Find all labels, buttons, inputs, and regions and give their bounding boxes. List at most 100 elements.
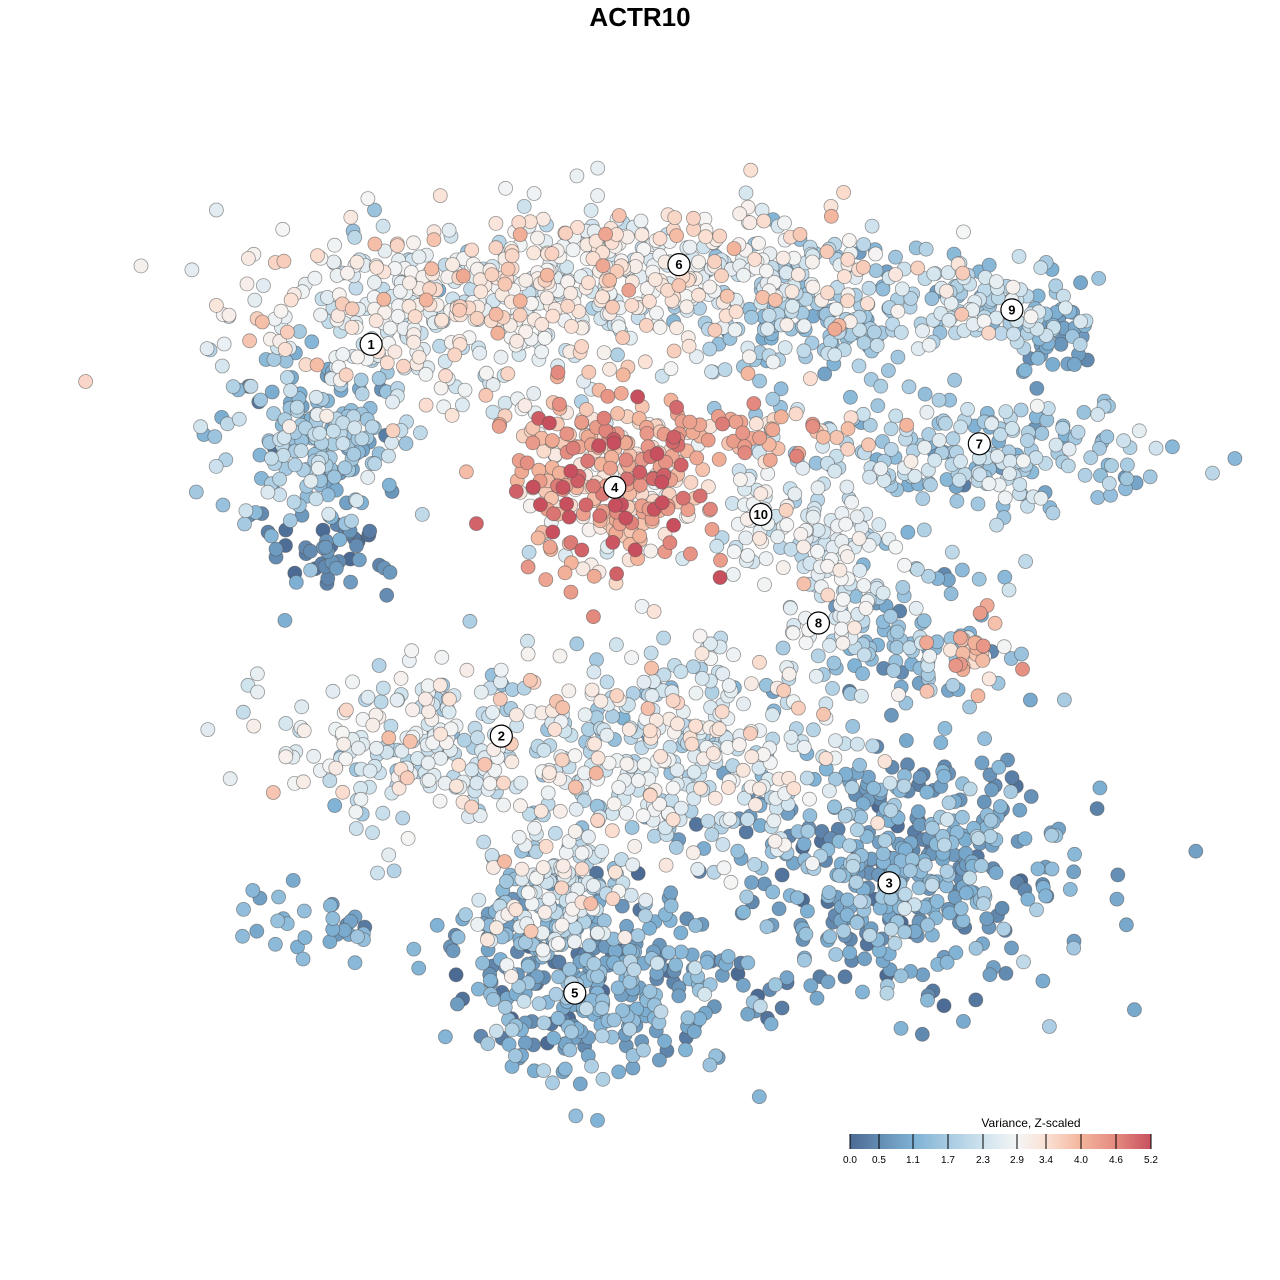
data-point bbox=[1003, 784, 1019, 800]
data-point bbox=[389, 692, 405, 708]
data-point bbox=[809, 990, 825, 1006]
data-point bbox=[728, 304, 744, 320]
data-point bbox=[497, 395, 513, 411]
data-point bbox=[1188, 843, 1204, 859]
data-point bbox=[564, 318, 579, 334]
data-point bbox=[851, 531, 867, 546]
data-point bbox=[805, 279, 821, 295]
data-point bbox=[406, 941, 422, 957]
data-point bbox=[960, 401, 975, 417]
data-point bbox=[899, 733, 914, 748]
data-point bbox=[266, 406, 282, 421]
data-point bbox=[381, 448, 396, 464]
data-point bbox=[759, 919, 775, 935]
data-point bbox=[895, 580, 911, 595]
data-point bbox=[649, 446, 665, 462]
data-point bbox=[595, 1071, 611, 1087]
data-point bbox=[214, 358, 230, 374]
data-point bbox=[346, 446, 362, 462]
data-point bbox=[798, 635, 814, 651]
data-point bbox=[520, 646, 536, 662]
data-point bbox=[663, 885, 679, 901]
data-point bbox=[798, 926, 814, 942]
data-point bbox=[393, 671, 409, 686]
data-point bbox=[919, 404, 935, 420]
data-point bbox=[759, 263, 774, 279]
data-point bbox=[327, 798, 343, 813]
data-point bbox=[610, 980, 626, 996]
data-point bbox=[956, 1014, 971, 1029]
data-point bbox=[838, 516, 854, 532]
cluster-label-9: 9 bbox=[1000, 298, 1024, 322]
data-point bbox=[1004, 940, 1019, 956]
data-point bbox=[611, 780, 627, 795]
data-point bbox=[740, 548, 755, 563]
data-point bbox=[836, 923, 852, 939]
data-point bbox=[773, 409, 789, 425]
data-point bbox=[1044, 861, 1060, 877]
data-point bbox=[441, 704, 457, 720]
data-point bbox=[468, 516, 484, 531]
data-point bbox=[243, 378, 259, 394]
data-point bbox=[911, 880, 927, 896]
data-point bbox=[763, 1016, 779, 1032]
data-point bbox=[426, 232, 442, 248]
data-point bbox=[561, 509, 577, 525]
data-point bbox=[567, 779, 583, 795]
data-point bbox=[714, 704, 730, 720]
data-point bbox=[344, 319, 360, 335]
data-point bbox=[625, 857, 641, 873]
data-point bbox=[538, 839, 554, 854]
data-point bbox=[700, 432, 716, 448]
data-point bbox=[322, 898, 338, 913]
data-point bbox=[526, 386, 542, 401]
data-point bbox=[518, 324, 534, 340]
data-point bbox=[567, 824, 583, 839]
data-point bbox=[679, 299, 695, 315]
data-point bbox=[997, 569, 1013, 585]
data-point bbox=[758, 551, 774, 566]
data-point bbox=[392, 283, 408, 299]
data-point bbox=[325, 683, 341, 699]
data-point bbox=[249, 923, 265, 939]
data-point bbox=[319, 408, 335, 424]
data-point bbox=[552, 803, 568, 819]
data-point bbox=[395, 810, 411, 826]
data-point bbox=[1002, 453, 1018, 469]
data-point bbox=[306, 748, 322, 764]
data-point bbox=[721, 780, 736, 795]
data-point bbox=[564, 1024, 579, 1040]
data-point bbox=[606, 796, 622, 812]
cluster-label-2: 2 bbox=[489, 724, 513, 748]
data-point bbox=[411, 349, 427, 365]
data-point bbox=[627, 542, 643, 558]
data-point bbox=[1016, 453, 1031, 469]
data-point bbox=[619, 805, 634, 821]
data-point bbox=[673, 944, 689, 960]
data-point bbox=[605, 535, 621, 550]
data-point bbox=[981, 257, 997, 273]
data-point bbox=[725, 567, 741, 582]
data-point bbox=[852, 563, 868, 578]
data-point bbox=[391, 780, 407, 796]
data-point bbox=[489, 920, 504, 936]
data-point bbox=[303, 543, 318, 559]
data-point bbox=[375, 218, 391, 234]
data-point bbox=[630, 773, 646, 788]
cluster-label-10: 10 bbox=[749, 502, 773, 527]
data-point bbox=[937, 721, 953, 736]
data-point bbox=[471, 892, 487, 908]
data-point bbox=[884, 707, 899, 723]
data-point bbox=[1116, 433, 1131, 449]
data-point bbox=[977, 731, 992, 747]
data-point bbox=[583, 202, 599, 218]
data-point bbox=[296, 723, 312, 739]
data-point bbox=[343, 209, 359, 225]
data-point bbox=[919, 683, 935, 699]
data-point bbox=[1055, 420, 1070, 436]
data-point bbox=[889, 624, 905, 640]
data-point bbox=[894, 281, 910, 297]
data-point bbox=[540, 785, 556, 801]
data-point bbox=[877, 754, 893, 769]
data-point bbox=[365, 825, 380, 840]
